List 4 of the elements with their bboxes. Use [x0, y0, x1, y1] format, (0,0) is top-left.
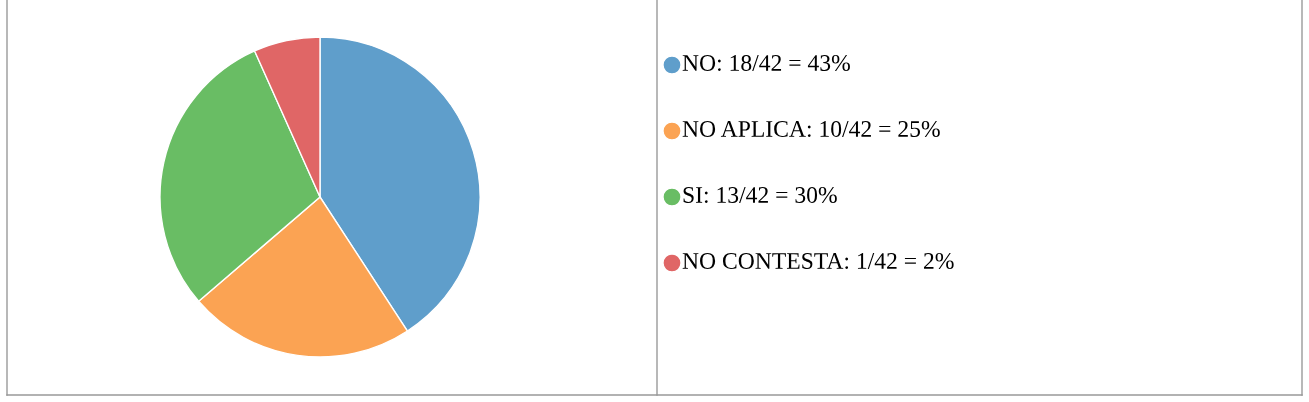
legend-label: NO: 18/42 = 43% [682, 54, 850, 72]
legend-label: NO APLICA: 10/42 = 25% [682, 120, 940, 138]
legend-label: SI: 13/42 = 30% [683, 186, 837, 204]
legend-label: NO CONTESTA: 1/42 = 2% [682, 252, 954, 270]
